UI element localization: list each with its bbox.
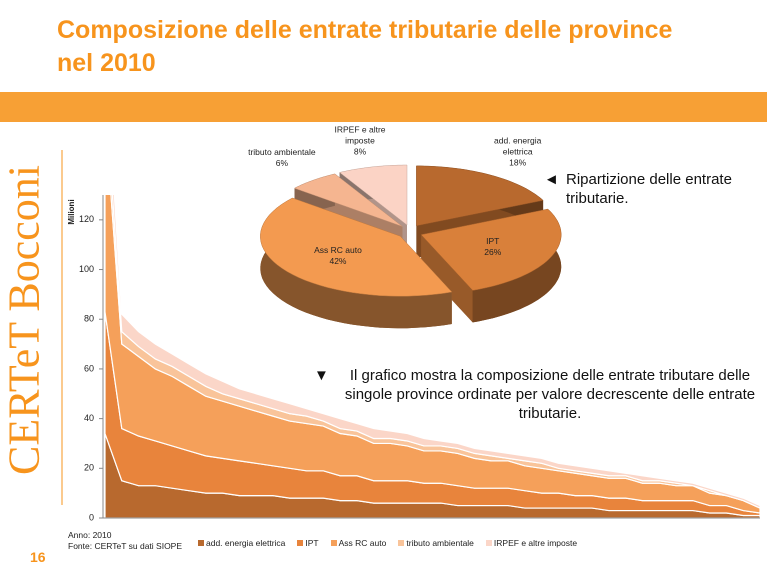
y-tick-label: 80 xyxy=(84,314,94,324)
pie-label: Ass RC auto 42% xyxy=(299,245,377,267)
legend-label: Ass RC auto xyxy=(338,538,387,548)
y-tick-label: 40 xyxy=(84,413,94,423)
legend-label: tributo ambientale xyxy=(406,538,474,548)
pie-category-label: tributo ambientale xyxy=(248,147,316,158)
legend-label: add. energia elettrica xyxy=(206,538,286,548)
pie-value-label: 42% xyxy=(329,255,347,266)
bullet: ▼ xyxy=(314,367,329,384)
pie xyxy=(260,164,562,329)
annotation: Ripartizione delle entrate tributarie. xyxy=(566,171,732,207)
note: Anno: 2010 xyxy=(68,530,112,540)
legend-swatch xyxy=(485,540,492,546)
legend-item: tributo ambientale xyxy=(398,538,474,548)
pie-slice xyxy=(339,164,408,226)
pie-category-label: Ass RC auto xyxy=(314,244,362,255)
pie-slice xyxy=(260,197,453,297)
annotation: Il grafico mostra la composizione delle … xyxy=(344,367,756,422)
legend-item: IPT xyxy=(297,538,319,548)
pie-category-label: add. energia elettrica xyxy=(494,135,542,157)
pie-value-label: 6% xyxy=(275,158,289,169)
orange-band xyxy=(0,92,767,122)
pie-category-label: IRPEF e altre imposte xyxy=(334,124,386,146)
legend-item: Ass RC auto xyxy=(330,538,387,548)
legend: add. energia elettrica IPT Ass RC auto trib… xyxy=(198,538,577,548)
legend-swatch xyxy=(330,540,337,546)
y-tick-label: 120 xyxy=(79,214,94,224)
y-tick-label: 0 xyxy=(89,512,94,522)
y-tick-label: 60 xyxy=(84,363,94,373)
note: Fonte: CERTeT su dati SIOPE xyxy=(68,541,183,551)
legend-swatch xyxy=(198,540,204,546)
area xyxy=(111,195,761,509)
pie-slice-side xyxy=(260,198,452,329)
bullet: ◄ xyxy=(544,171,559,188)
area-group xyxy=(104,195,761,518)
y-axis-label: Milioni xyxy=(67,199,76,224)
pie-label: IPT 26% xyxy=(454,236,532,258)
pie-category-label: IPT xyxy=(486,235,500,246)
legend-item: add. energia elettrica xyxy=(198,538,285,548)
legend-label: IPT xyxy=(305,538,319,548)
pie-value-label: 18% xyxy=(509,157,527,168)
pie-label: IRPEF e altre imposte 8% xyxy=(321,124,399,157)
pie-value-label: 8% xyxy=(353,146,367,157)
legend-item: IRPEF e altre imposte xyxy=(485,538,578,548)
legend-label: IRPEF e altre imposte xyxy=(493,538,578,548)
y-tick-label: 100 xyxy=(79,264,94,274)
y-tick-label: 20 xyxy=(84,463,94,473)
pie-slice xyxy=(420,208,562,291)
pie-slice-side xyxy=(472,209,562,323)
pie-value-label: 26% xyxy=(484,246,502,257)
pie-slice-side xyxy=(421,234,473,323)
page-number: 16 xyxy=(30,549,46,565)
pie-slice xyxy=(416,165,544,227)
legend-swatch xyxy=(297,540,304,546)
pie-label: add. energia elettrica 18% xyxy=(479,135,557,168)
pie-slice xyxy=(293,173,403,227)
slide-title: Composizione delle entrate tributarie de… xyxy=(57,16,673,77)
legend-swatch xyxy=(398,540,405,546)
pie-label: tributo ambientale 6% xyxy=(243,147,321,169)
